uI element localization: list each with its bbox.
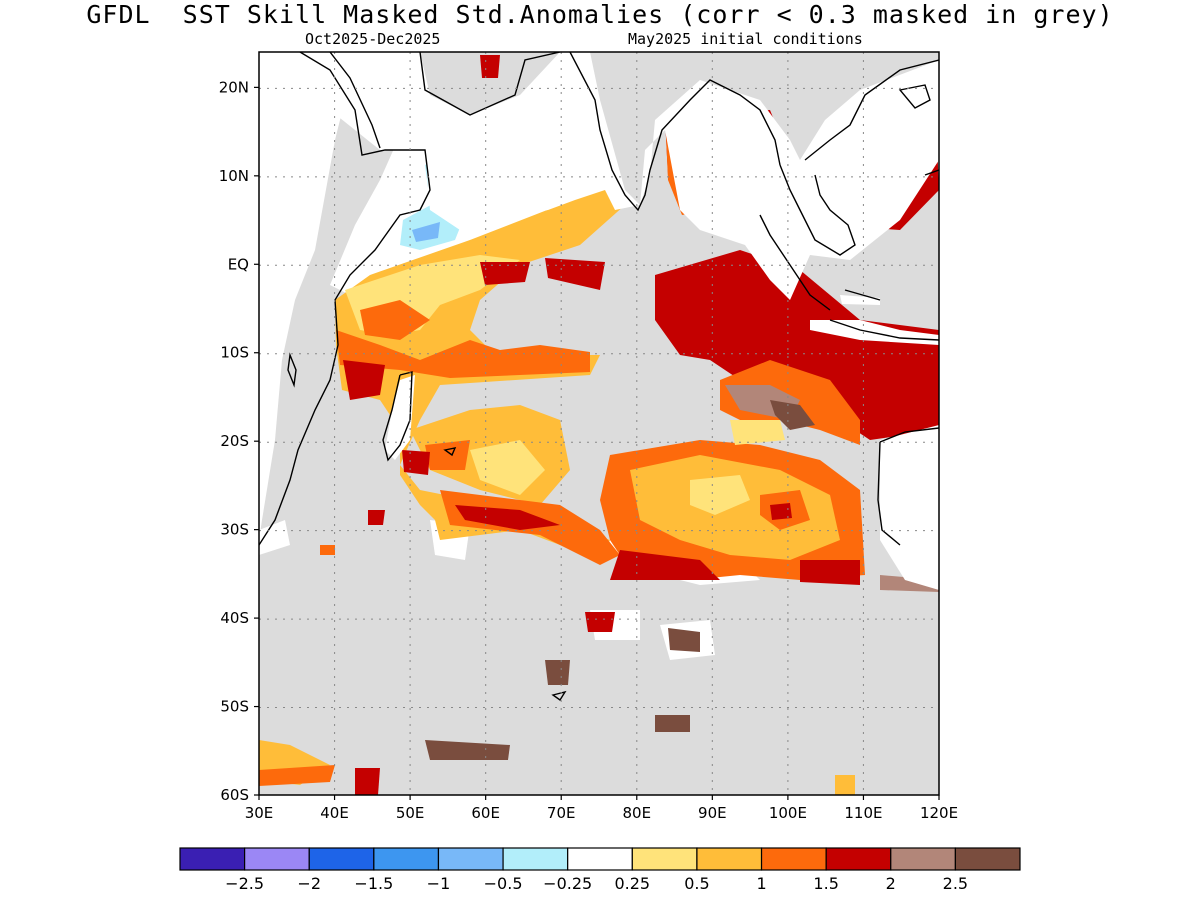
scattered-patches <box>259 55 855 795</box>
map-title: GFDL SST Skill Masked Std.Anomalies (cor… <box>86 0 1114 29</box>
colorbar-swatch <box>244 847 310 871</box>
lon-tick-label: 70E <box>547 804 576 822</box>
lat-tick-label: 60S <box>220 786 249 804</box>
lat-tick-label: 20S <box>220 432 249 450</box>
colorbar-label: 1.5 <box>813 874 838 893</box>
lat-tick-label: EQ <box>228 255 249 273</box>
colorbar-label: −1 <box>427 874 451 893</box>
colorbar-swatch <box>890 847 956 871</box>
colorbar-label: 2.5 <box>943 874 968 893</box>
colorbar-label: −2.5 <box>225 874 264 893</box>
lat-tick-label: 40S <box>220 609 249 627</box>
colorbar-swatch <box>954 847 1021 871</box>
coastline-outline <box>259 52 939 702</box>
axis-ticks: 30E 40E 50E 60E 70E 80E 90E 100E 110E 120E 20N 10N E… <box>219 78 958 822</box>
lon-tick-label: 30E <box>245 804 274 822</box>
forecast-period: Oct2025-Dec2025 <box>305 30 441 48</box>
colorbar-swatch <box>373 847 440 871</box>
lon-tick-label: 120E <box>920 804 958 822</box>
colorbar-label: 1 <box>756 874 766 893</box>
colorbar-swatch <box>760 847 827 871</box>
colorbar-swatch <box>437 847 504 871</box>
warm-anomalies-west <box>335 185 625 565</box>
colorbar-swatch <box>308 847 375 871</box>
lon-tick-label: 100E <box>769 804 807 822</box>
lon-tick-label: 90E <box>698 804 727 822</box>
anomaly-field <box>259 52 939 795</box>
lat-tick-label: 10S <box>220 344 249 362</box>
land-masses <box>259 52 939 590</box>
colorbar-label: 2 <box>886 874 896 893</box>
initial-conditions: May2025 initial conditions <box>628 30 863 48</box>
lon-tick-label: 110E <box>844 804 882 822</box>
lon-tick-label: 60E <box>471 804 500 822</box>
colorbar: −2.5 −2 −1.5 −1 −0.5 −0.25 0.25 0.5 1 1.5 2 2.5 <box>179 847 1021 893</box>
colorbar-swatch <box>631 847 698 871</box>
colorbar-label: 0.25 <box>614 874 650 893</box>
colorbar-label: −0.25 <box>543 874 592 893</box>
colorbar-swatch <box>825 847 892 871</box>
warm-anomalies-southeast <box>600 420 939 592</box>
colorbar-swatch <box>502 847 569 871</box>
colorbar-label: 0.5 <box>684 874 709 893</box>
plot-frame <box>258 51 940 796</box>
lat-tick-label: 30S <box>220 521 249 539</box>
lat-tick-label: 20N <box>219 78 249 96</box>
colorbar-swatch <box>567 847 633 871</box>
lon-tick-label: 40E <box>320 804 349 822</box>
colorbar-label: −2 <box>297 874 321 893</box>
grid-lines <box>259 52 939 795</box>
colorbar-label: −0.5 <box>484 874 523 893</box>
lat-tick-label: 10N <box>219 167 249 185</box>
colorbar-swatch <box>179 847 246 871</box>
lon-tick-label: 50E <box>396 804 425 822</box>
colorbar-swatch <box>696 847 763 871</box>
lon-tick-label: 80E <box>622 804 651 822</box>
lat-tick-label: 50S <box>220 698 249 716</box>
colorbar-label: −1.5 <box>354 874 393 893</box>
